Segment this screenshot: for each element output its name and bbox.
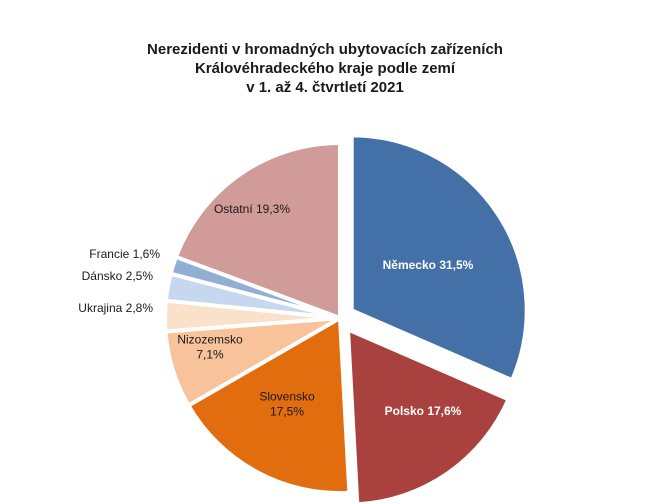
data-label-francie: Francie 1,6% xyxy=(89,247,160,261)
data-label-slovensko: Slovensko 17,5% xyxy=(259,390,315,419)
data-label-nizozemsko: Nizozemsko 7,1% xyxy=(177,333,243,362)
data-label-německo: Německo 31,5% xyxy=(383,258,474,272)
data-label-ukrajina: Ukrajina 2,8% xyxy=(78,301,153,315)
pie-slice-německo xyxy=(349,133,529,383)
pie-slice-ostatní xyxy=(174,141,342,320)
data-label-polsko: Polsko 17,6% xyxy=(385,404,462,418)
data-label-dánsko: Dánsko 2,5% xyxy=(82,269,154,283)
data-label-ostatní: Ostatní 19,3% xyxy=(214,202,290,216)
chart-title-line-1: Nerezidenti v hromadných ubytovacích zař… xyxy=(147,41,503,58)
chart-title-line-3: v 1. až 4. čtvrtletí 2021 xyxy=(246,79,404,96)
pie-slice-polsko xyxy=(345,327,511,504)
pie-slice-slovensko xyxy=(186,316,352,495)
chart-title: Nerezidenti v hromadných ubytovacích zař… xyxy=(0,40,650,97)
chart-title-line-2: Královéhradeckého kraje podle zemí xyxy=(194,60,456,77)
